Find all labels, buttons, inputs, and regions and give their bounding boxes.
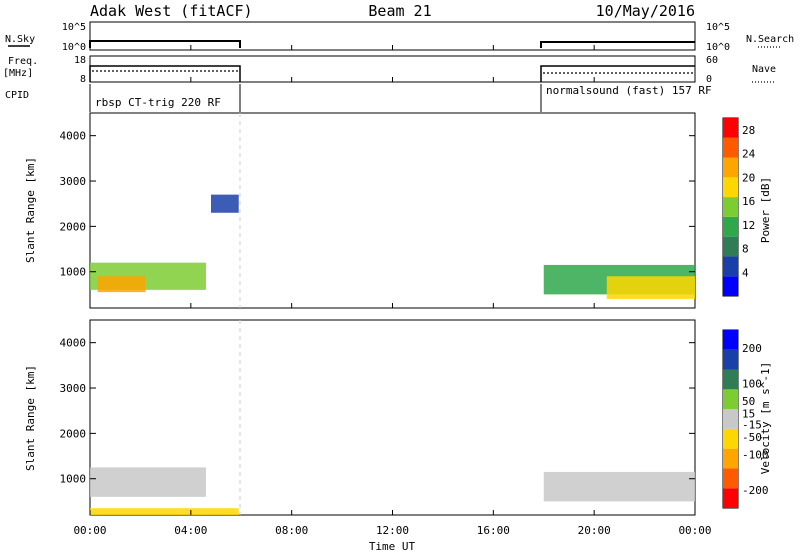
x-tick-label: 12:00	[376, 524, 409, 537]
noise-trace-right	[540, 41, 695, 48]
x-tick-label: 16:00	[477, 524, 510, 537]
nsearch-label: N.Search	[746, 34, 794, 45]
velocity-cb-label-text: Velocity [m s^-1]	[759, 362, 772, 475]
scatter-block	[90, 467, 206, 497]
station-title: Adak West (fitACF)	[90, 2, 253, 20]
colorbar-swatch	[723, 157, 738, 178]
x-axis-label: Time UT	[369, 540, 416, 553]
power-yticks: 1000 2000 3000 4000	[60, 130, 695, 279]
freq-series	[89, 65, 695, 82]
colorbar-tick-label: 100	[742, 377, 762, 390]
colorbar-tick-label: -50	[742, 431, 762, 444]
colorbar-swatch	[723, 369, 738, 390]
colorbar-tick-label: 24	[742, 148, 756, 161]
power-marks	[90, 194, 695, 299]
colorbar-swatch	[723, 118, 738, 138]
power-colorbar-label: Power [dB]	[759, 177, 772, 243]
velocity-ylabel: Slant Range [km]	[24, 365, 37, 471]
noise-left-tick-bottom: 10^0	[62, 42, 86, 53]
beam-title: Beam 21	[368, 2, 431, 20]
power-ylabel: Slant Range [km]	[24, 157, 37, 263]
y-tick-label: 1000	[60, 266, 87, 279]
colorbar-swatch	[723, 256, 738, 277]
colorbar-tick-label: 8	[742, 243, 749, 256]
scatter-block	[606, 276, 695, 299]
nsky-label: N.Sky	[5, 34, 35, 45]
noise-right-tick-top: 10^5	[706, 22, 730, 33]
colorbar-tick-label: 200	[742, 342, 762, 355]
colorbar-swatch	[723, 389, 738, 410]
freq-trace-right	[540, 65, 695, 82]
freq-label: Freq.	[8, 56, 38, 67]
colorbar-swatch	[723, 216, 738, 237]
colorbar-swatch	[723, 468, 738, 489]
freq-right-tick-bottom: 0	[706, 74, 712, 85]
colorbar-swatch	[723, 197, 738, 217]
colorbar-tick-label: 4	[742, 266, 749, 279]
colorbar-tick-label: 12	[742, 219, 755, 232]
colorbar-swatch	[723, 330, 738, 350]
freq-right-tick-top: 60	[706, 55, 718, 66]
mhz-label: [MHz]	[3, 68, 33, 79]
velocity-panel: 1000 2000 3000 4000 Slant Range [km] -200 -1…	[24, 319, 772, 516]
y-tick-label: 3000	[60, 382, 87, 395]
colorbar-tick-label: 20	[742, 171, 755, 184]
noise-left-tick-top: 10^5	[62, 22, 86, 33]
scatter-block	[543, 471, 695, 502]
y-tick-label: 4000	[60, 130, 87, 143]
scatter-block	[97, 276, 146, 293]
freq-left-tick-top: 18	[74, 55, 86, 66]
colorbar-swatch	[723, 448, 738, 469]
y-tick-label: 4000	[60, 337, 87, 350]
velocity-marks	[90, 467, 695, 515]
noise-right-tick-bottom: 10^0	[706, 42, 730, 53]
colorbar-swatch	[723, 177, 738, 198]
colorbar-tick-label: 15	[742, 408, 755, 421]
cpid-right-text: normalsound (fast) 157 RF	[546, 84, 712, 97]
velocity-yticks: 1000 2000 3000 4000	[60, 337, 695, 486]
date-title: 10/May/2016	[596, 2, 695, 20]
y-tick-label: 2000	[60, 220, 87, 233]
x-tick-label: 04:00	[174, 524, 207, 537]
x-tick-label: 08:00	[275, 524, 308, 537]
nave-label: Nave	[752, 64, 776, 75]
colorbar-swatch	[723, 276, 738, 296]
x-axis-ticks: 00:00 04:00 08:00 12:00 16:00 20:00 00:00	[73, 45, 712, 537]
y-tick-label: 1000	[60, 473, 87, 486]
colorbar-swatch	[723, 428, 738, 449]
cpid-left-text: rbsp CT-trig 220 RF	[95, 96, 221, 109]
colorbar-swatch	[723, 349, 738, 370]
scatter-block	[90, 508, 239, 515]
noise-series	[89, 40, 695, 48]
power-panel: 1000 2000 3000 4000 Slant Range [km] 4 8 12 16…	[24, 112, 772, 309]
y-tick-label: 3000	[60, 175, 87, 188]
colorbar-swatch	[723, 409, 738, 429]
x-tick-label: 00:00	[73, 524, 106, 537]
power-colorbar: 4 8 12 16 20 24 28	[723, 118, 756, 296]
velocity-colorbar-label: Velocity [m s^-1]	[759, 362, 772, 475]
colorbar-tick-label: -100	[742, 449, 769, 462]
colorbar-swatch	[723, 488, 738, 508]
y-tick-label: 2000	[60, 427, 87, 440]
x-tick-label: 00:00	[678, 524, 711, 537]
colorbar-tick-label: 28	[742, 124, 755, 137]
colorbar-tick-label: 50	[742, 395, 755, 408]
colorbar-swatch	[723, 137, 738, 158]
colorbar-tick-label: 16	[742, 195, 755, 208]
cpid-label: CPID	[5, 90, 29, 101]
scatter-block	[211, 194, 239, 213]
colorbar-swatch	[723, 236, 738, 257]
freq-left-tick-bottom: 8	[80, 74, 86, 85]
freq-trace-left	[89, 65, 241, 82]
colorbar-tick-label: -15	[742, 418, 762, 431]
noise-trace-left	[89, 40, 241, 48]
colorbar-tick-label: -200	[742, 484, 769, 497]
x-tick-label: 20:00	[578, 524, 611, 537]
